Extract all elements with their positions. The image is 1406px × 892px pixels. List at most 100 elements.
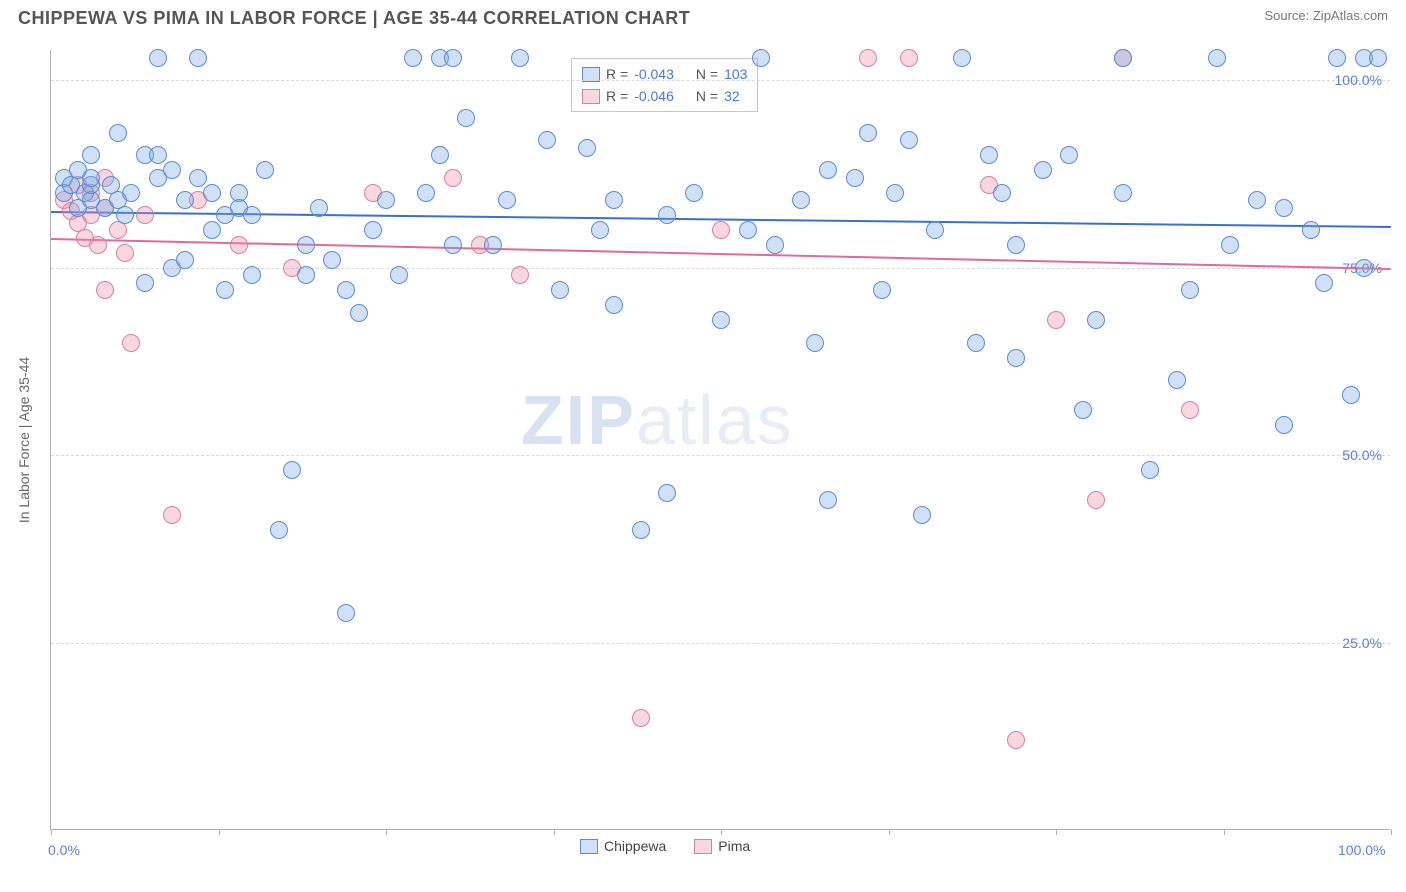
data-point-chippewa [1034, 161, 1052, 179]
data-point-chippewa [846, 169, 864, 187]
data-point-chippewa [216, 281, 234, 299]
data-point-chippewa [364, 221, 382, 239]
data-point-chippewa [1302, 221, 1320, 239]
legend-swatch [694, 839, 712, 854]
data-point-chippewa [926, 221, 944, 239]
data-point-chippewa [444, 49, 462, 67]
data-point-chippewa [203, 221, 221, 239]
data-point-chippewa [82, 146, 100, 164]
plot-area: ZIPatlas R =-0.043N =103R =-0.046N =32 2… [50, 50, 1390, 830]
legend-swatch [582, 89, 600, 104]
data-point-chippewa [149, 146, 167, 164]
data-point-chippewa [1221, 236, 1239, 254]
data-point-chippewa [1275, 416, 1293, 434]
data-point-chippewa [1114, 49, 1132, 67]
data-point-chippewa [122, 184, 140, 202]
data-point-pima [116, 244, 134, 262]
x-tick [889, 829, 890, 835]
data-point-chippewa [551, 281, 569, 299]
data-point-chippewa [417, 184, 435, 202]
data-point-chippewa [658, 484, 676, 502]
data-point-pima [1087, 491, 1105, 509]
data-point-chippewa [1168, 371, 1186, 389]
data-point-chippewa [1074, 401, 1092, 419]
data-point-chippewa [980, 146, 998, 164]
data-point-chippewa [1181, 281, 1199, 299]
data-point-chippewa [591, 221, 609, 239]
data-point-chippewa [444, 236, 462, 254]
data-point-chippewa [538, 131, 556, 149]
data-point-chippewa [511, 49, 529, 67]
data-point-chippewa [752, 49, 770, 67]
legend-item-chippewa: Chippewa [580, 838, 666, 854]
legend-item-pima: Pima [694, 838, 750, 854]
data-point-chippewa [116, 206, 134, 224]
data-point-chippewa [1060, 146, 1078, 164]
data-point-chippewa [1355, 259, 1373, 277]
data-point-chippewa [993, 184, 1011, 202]
legend-row-chippewa: R =-0.043N =103 [582, 63, 747, 85]
data-point-chippewa [310, 199, 328, 217]
x-tick [1391, 829, 1392, 835]
data-point-chippewa [658, 206, 676, 224]
data-point-pima [1047, 311, 1065, 329]
data-point-chippewa [457, 109, 475, 127]
data-point-chippewa [873, 281, 891, 299]
data-point-chippewa [297, 266, 315, 284]
data-point-chippewa [685, 184, 703, 202]
legend-swatch [580, 839, 598, 854]
x-axis-min-label: 0.0% [48, 842, 80, 858]
x-tick [219, 829, 220, 835]
data-point-chippewa [900, 131, 918, 149]
data-point-chippewa [1315, 274, 1333, 292]
data-point-chippewa [243, 206, 261, 224]
n-value: 32 [724, 88, 740, 104]
data-point-pima [1007, 731, 1025, 749]
data-point-chippewa [1328, 49, 1346, 67]
data-point-chippewa [498, 191, 516, 209]
data-point-chippewa [176, 251, 194, 269]
gridline [51, 455, 1390, 456]
data-point-chippewa [859, 124, 877, 142]
data-point-pima [89, 236, 107, 254]
data-point-pima [122, 334, 140, 352]
data-point-chippewa [323, 251, 341, 269]
data-point-chippewa [1342, 386, 1360, 404]
data-point-chippewa [189, 169, 207, 187]
data-point-chippewa [1114, 184, 1132, 202]
data-point-chippewa [578, 139, 596, 157]
data-point-chippewa [632, 521, 650, 539]
data-point-pima [96, 281, 114, 299]
x-tick [386, 829, 387, 835]
data-point-chippewa [283, 461, 301, 479]
legend-label: Pima [718, 838, 750, 854]
watermark: ZIPatlas [521, 380, 794, 460]
data-point-pima [632, 709, 650, 727]
x-axis-max-label: 100.0% [1338, 842, 1385, 858]
data-point-chippewa [1141, 461, 1159, 479]
legend-row-pima: R =-0.046N =32 [582, 85, 747, 107]
data-point-chippewa [953, 49, 971, 67]
x-tick [1056, 829, 1057, 835]
data-point-chippewa [377, 191, 395, 209]
data-point-chippewa [297, 236, 315, 254]
data-point-chippewa [1248, 191, 1266, 209]
data-point-chippewa [431, 146, 449, 164]
gridline [51, 643, 1390, 644]
data-point-pima [859, 49, 877, 67]
x-tick [721, 829, 722, 835]
n-label: N = [696, 88, 718, 104]
legend-label: Chippewa [604, 838, 666, 854]
data-point-chippewa [1369, 49, 1387, 67]
data-point-chippewa [176, 191, 194, 209]
data-point-chippewa [270, 521, 288, 539]
data-point-chippewa [136, 274, 154, 292]
data-point-pima [900, 49, 918, 67]
data-point-chippewa [404, 49, 422, 67]
data-point-chippewa [390, 266, 408, 284]
data-point-chippewa [1208, 49, 1226, 67]
data-point-chippewa [1007, 236, 1025, 254]
data-point-chippewa [766, 236, 784, 254]
data-point-chippewa [350, 304, 368, 322]
y-tick-label: 100.0% [1335, 72, 1382, 88]
